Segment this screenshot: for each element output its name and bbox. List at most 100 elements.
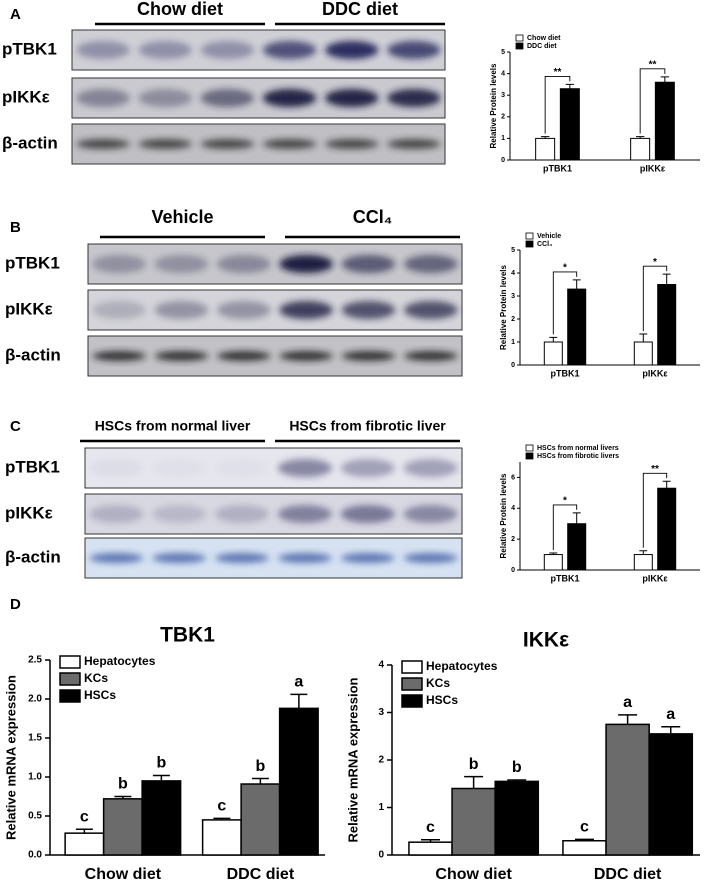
blot-band [341, 351, 396, 361]
error-bar [75, 828, 93, 834]
bar [648, 733, 694, 856]
row-label: pIKKε [2, 87, 50, 106]
blot-band [215, 459, 269, 477]
error-bar [152, 774, 170, 781]
legend-label: CCl₄ [537, 241, 552, 248]
group-label: Vehicle [151, 207, 213, 227]
error-bar [572, 279, 581, 290]
bar [535, 137, 556, 161]
legend-label: HSCs [426, 693, 458, 707]
blot-band [92, 255, 146, 273]
row-label: pIKKε [5, 503, 53, 522]
y-tick-label: 5 [511, 247, 515, 254]
significance-letter: c [580, 819, 589, 836]
blot-band [403, 505, 458, 523]
blot-band [340, 553, 395, 563]
legend-label: Vehicle [537, 233, 561, 240]
bar [543, 341, 563, 366]
group-label: DDC diet [322, 0, 398, 19]
bar [633, 341, 653, 366]
blot-band [262, 41, 317, 59]
bar [657, 487, 677, 571]
significance-letter: b [118, 776, 128, 793]
significance-bracket [544, 75, 571, 134]
row-label: β-actin [2, 133, 58, 152]
y-axis-label: Relative Protein levels [489, 63, 498, 148]
blot-band [340, 505, 395, 523]
legend-swatch [525, 444, 534, 452]
blot-band [341, 301, 396, 319]
significance-mark: * [563, 496, 567, 507]
row-label: pIKKε [5, 299, 53, 318]
x-tick-label: pTBK1 [551, 573, 580, 583]
blot-strip [87, 243, 463, 285]
y-tick-label: 2 [511, 536, 515, 543]
panel-label: A [10, 6, 21, 23]
bar [630, 137, 651, 161]
error-bar [251, 777, 269, 785]
legend-swatch [525, 452, 534, 460]
legend-swatch [59, 689, 81, 703]
y-tick-label: 2.5 [28, 655, 42, 666]
legend-label: DDC diet [527, 43, 557, 50]
blot-band [92, 301, 146, 319]
error-bar [575, 838, 594, 841]
error-bar [114, 795, 132, 799]
blot-band [200, 139, 255, 149]
significance-letter: b [156, 755, 166, 772]
significance-bracket [639, 68, 666, 134]
group-label: CCl₄ [353, 207, 393, 227]
blot-band [154, 351, 209, 361]
blot-band [387, 89, 441, 107]
legend-label: KCs [84, 671, 108, 685]
bar [633, 554, 653, 571]
blot-strip [71, 77, 446, 119]
blot-band [92, 351, 146, 361]
y-tick-label: 0 [511, 567, 515, 574]
blot-band [152, 505, 207, 523]
bar [240, 783, 281, 856]
blot-strip [71, 29, 446, 71]
bar [559, 88, 580, 161]
row-label: pTBK1 [2, 39, 57, 58]
legend-swatch [401, 694, 423, 708]
blot-band [76, 139, 130, 149]
y-tick-label: 2 [501, 114, 505, 121]
bar [278, 707, 319, 856]
blot-band [138, 139, 192, 149]
legend-label: HSCs [84, 688, 116, 702]
significance-mark: ** [651, 464, 659, 475]
bar [605, 723, 650, 856]
error-bar [464, 775, 484, 789]
significance-letter: a [666, 706, 675, 723]
legend-swatch [525, 232, 534, 240]
blot-band [89, 505, 144, 523]
blot-strip [87, 335, 463, 377]
bar [64, 832, 105, 856]
blot-band [387, 139, 441, 149]
blot-band [277, 459, 332, 477]
x-tick-label: DDC diet [594, 866, 662, 882]
y-tick-label: 2 [378, 755, 384, 766]
error-bar [662, 273, 671, 285]
blot-band [279, 301, 333, 319]
blot-band [89, 553, 144, 563]
error-bar [661, 726, 681, 734]
panel-label: C [10, 418, 21, 435]
significance-letter: a [623, 694, 632, 711]
row-label: pTBK1 [5, 457, 60, 476]
blot-band [89, 459, 144, 477]
legend-label: Hepatocytes [426, 659, 498, 673]
significance-letter: b [469, 756, 479, 773]
blot-band [403, 459, 458, 477]
row-label: pTBK1 [5, 253, 60, 272]
bar [201, 819, 242, 856]
y-axis-label: Relative mRNA expression [3, 675, 18, 840]
blot-band [325, 89, 379, 107]
blot-band [215, 553, 270, 563]
blot-band [138, 89, 192, 107]
bar [141, 780, 182, 856]
blot-band [277, 553, 332, 563]
y-axis-label: Relative mRNA expression [345, 677, 360, 842]
